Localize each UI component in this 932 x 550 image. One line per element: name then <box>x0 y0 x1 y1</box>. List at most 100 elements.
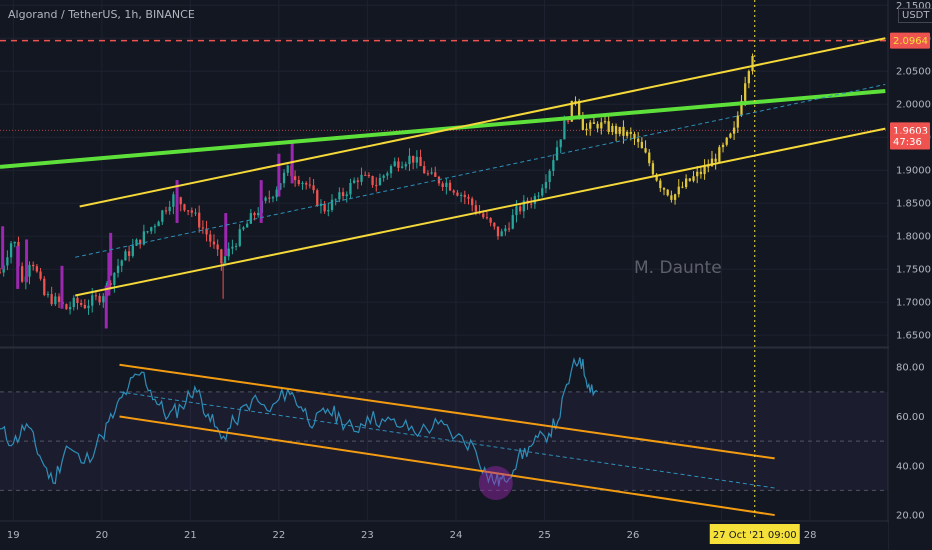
candle-body <box>205 228 208 235</box>
volume-highlight-bar <box>107 252 111 296</box>
time-axis-tick-label: 28 <box>804 530 817 541</box>
candle-body <box>666 189 669 196</box>
candle-body <box>747 71 750 84</box>
candle-body <box>482 213 485 218</box>
candle-body <box>257 212 260 216</box>
candle-body <box>644 148 647 153</box>
candle-body <box>430 172 433 174</box>
candle-body <box>212 241 216 245</box>
candle-body <box>452 190 455 193</box>
candle-body <box>0 272 2 274</box>
currency-unit-badge[interactable]: USDT <box>898 8 932 23</box>
candle-body <box>659 180 662 189</box>
candle-body <box>673 194 677 200</box>
candle-body <box>352 180 356 183</box>
candle-body <box>76 297 79 303</box>
candle-body <box>234 245 238 247</box>
candle-body <box>504 228 507 232</box>
crosshair-time-label: 27 Oct '21 09:00 <box>713 530 797 541</box>
candle-body <box>286 165 289 173</box>
candle-body <box>530 203 533 205</box>
candle-body <box>227 248 230 257</box>
price-axis-background <box>889 0 932 550</box>
channel-upper-line <box>79 37 886 208</box>
candle-body <box>515 206 518 216</box>
candle-body <box>142 231 146 245</box>
candle-body <box>172 194 175 207</box>
candle-body <box>316 190 319 206</box>
candle-body <box>677 186 680 195</box>
candle-body <box>364 174 367 176</box>
time-axis-tick-label: 19 <box>7 530 20 541</box>
candle-body <box>699 171 703 175</box>
volume-highlight-bar <box>25 239 29 283</box>
candle-body <box>375 185 378 187</box>
candle-body <box>426 173 430 175</box>
price-label-badge <box>890 32 930 49</box>
candle-body <box>419 156 422 167</box>
time-axis-tick-label: 20 <box>95 530 108 541</box>
rsi-divergence-highlight <box>478 466 513 501</box>
candle-body <box>622 126 625 136</box>
candle-body <box>32 264 35 267</box>
candle-body <box>161 210 164 222</box>
candle-body <box>445 182 448 187</box>
volume-highlight-bar <box>60 265 64 309</box>
candle-body <box>153 226 157 228</box>
candle-body <box>124 251 127 261</box>
rsi-channel-upper <box>119 363 775 460</box>
price-label-text: 2.0964 <box>893 36 928 47</box>
candle-body <box>157 221 160 227</box>
candle-body <box>459 194 463 196</box>
candle-body <box>6 257 9 266</box>
candle-body <box>448 182 452 191</box>
volume-highlight-bar <box>109 232 113 276</box>
candle-body <box>150 227 153 232</box>
candle-body <box>113 272 116 285</box>
candle-body <box>518 206 522 212</box>
candle-body <box>356 180 359 182</box>
candle-body <box>718 147 721 162</box>
candle-body <box>120 260 123 266</box>
time-axis-tick-label: 21 <box>184 530 197 541</box>
candle-body <box>648 152 651 164</box>
time-axis-tick-label: 23 <box>361 530 374 541</box>
candle-body <box>688 178 691 181</box>
rsi-channel-lower <box>119 415 775 517</box>
candle-body <box>655 174 658 181</box>
candle-body <box>231 246 234 249</box>
candle-body <box>209 234 212 242</box>
candle-body <box>39 271 42 279</box>
time-axis-tick-label: 26 <box>627 530 640 541</box>
candle-body <box>651 163 655 175</box>
candle-body <box>415 156 418 163</box>
candle-body <box>242 227 245 230</box>
author-watermark: M. Daunte <box>634 258 722 278</box>
candle-body <box>87 305 90 309</box>
volume-highlight-bar <box>104 285 108 329</box>
candle-body <box>268 197 271 199</box>
candle-body <box>94 295 98 297</box>
candle-body <box>305 183 308 185</box>
candle-body <box>183 204 186 211</box>
volume-highlight-bar <box>224 213 228 256</box>
candle-body <box>72 297 75 308</box>
candle-body <box>127 251 131 256</box>
candle-body <box>319 203 323 206</box>
candle-body <box>423 166 426 174</box>
price-label-text: 1.9603 <box>893 126 928 137</box>
price-axis-tick-label: 1.7000 <box>896 298 931 309</box>
candle-body <box>198 212 201 228</box>
price-axis-tick-label: 1.7500 <box>896 265 931 276</box>
rsi-axis-tick-label: 20.00 <box>896 511 925 522</box>
candle-body <box>20 266 24 282</box>
candle-body <box>46 294 50 296</box>
candle-body <box>578 100 581 116</box>
candle-body <box>334 199 337 201</box>
candle-body <box>131 245 134 256</box>
candle-body <box>345 194 348 197</box>
candle-body <box>246 223 249 228</box>
candle-body <box>35 266 39 272</box>
candle-body <box>68 307 72 310</box>
